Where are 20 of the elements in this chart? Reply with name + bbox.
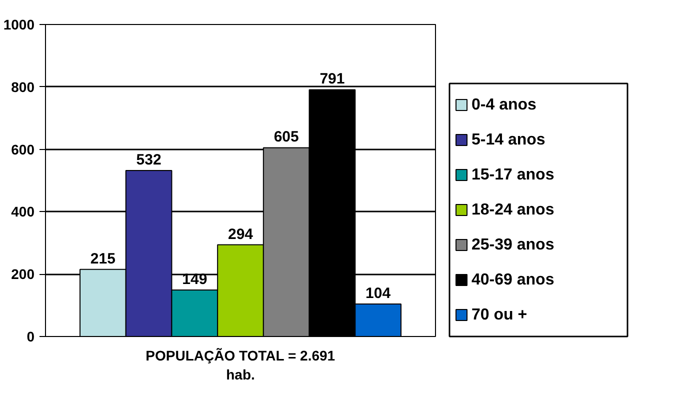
x-tick-label: POPULAÇÃO TOTAL = 2.691 hab. (146, 348, 336, 383)
legend-label: 40-69 anos (472, 272, 554, 288)
data-label: 104 (366, 285, 392, 302)
y-tick-label: 1000 (3, 16, 35, 32)
data-label: 294 (228, 226, 254, 243)
data-label: 791 (320, 70, 345, 88)
data-label: 215 (90, 250, 116, 268)
legend-label: 70 ou + (472, 306, 528, 324)
y-tick-label: 0 (26, 328, 35, 344)
legend-label: 25-39 anos (472, 236, 554, 254)
legend-label: 15-17 anos (472, 166, 554, 184)
y-tick-label: 600 (11, 141, 35, 158)
data-label: 532 (136, 152, 162, 169)
y-tick-label: 800 (11, 78, 35, 95)
data-label: 605 (274, 128, 299, 146)
legend-label: 18-24 anos (472, 202, 554, 218)
y-tick-label: 400 (11, 204, 35, 220)
legend-label: 0-4 anos (472, 96, 537, 114)
legend-label: 5-14 anos (472, 132, 546, 148)
y-tick-label: 200 (11, 266, 35, 282)
